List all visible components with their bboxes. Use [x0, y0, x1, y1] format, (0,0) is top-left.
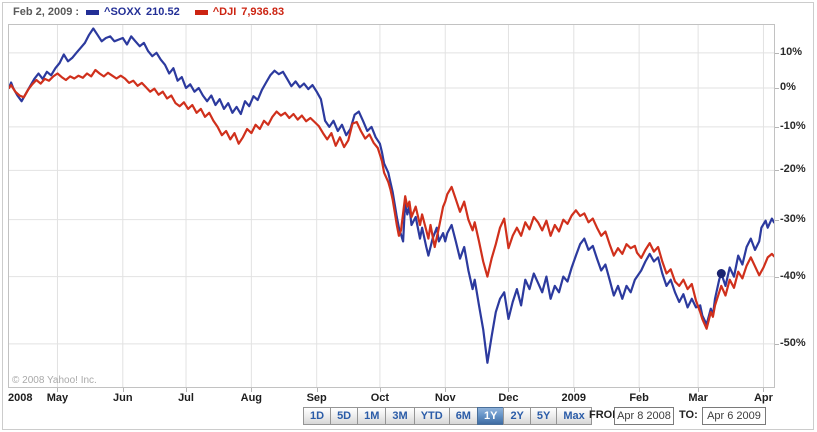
price-chart-plot[interactable]	[8, 24, 775, 388]
x-axis-tick	[379, 388, 381, 392]
x-axis-label-jul: Jul	[178, 392, 194, 404]
copyright-notice: © 2008 Yahoo! Inc.	[12, 375, 97, 386]
x-axis-tick	[508, 388, 510, 392]
y-axis-tick	[775, 343, 779, 345]
range-button-5d[interactable]: 5D	[330, 407, 359, 425]
x-axis-tick	[251, 388, 253, 392]
x-axis-label-feb: Feb	[629, 392, 649, 404]
y-axis-label-0: 0%	[780, 81, 796, 93]
legend-dji-value: 7,936.83	[241, 6, 285, 18]
x-axis-label-mar: Mar	[688, 392, 708, 404]
x-axis-tick	[763, 388, 765, 392]
soxx-color-swatch-icon	[86, 9, 100, 15]
x-axis-label-2009: 2009	[561, 392, 587, 404]
y-axis-tick	[775, 170, 779, 172]
from-date-input[interactable]	[614, 407, 674, 425]
soxx-line-series	[9, 27, 774, 364]
x-axis-label-apr: Apr	[753, 392, 773, 404]
to-date-input[interactable]	[702, 407, 766, 425]
y-axis-label--10: -10%	[780, 119, 806, 132]
y-axis-label--40: -40%	[780, 269, 806, 282]
range-button-bar: 1D 5D 1M 3M YTD 6M 1Y 2Y 5Y Max	[303, 407, 592, 425]
x-axis-tick	[698, 388, 700, 392]
y-axis-label-10: 10%	[780, 45, 803, 58]
y-axis-tick	[775, 276, 779, 278]
x-axis-label-jun: Jun	[113, 392, 133, 404]
legend-soxx-value: 210.52	[146, 6, 180, 18]
price-chart-svg	[9, 25, 774, 387]
x-axis-tick	[57, 388, 59, 392]
y-axis-tick	[775, 88, 779, 89]
hover-marker-dot	[716, 269, 726, 279]
x-axis-tick	[445, 388, 447, 392]
to-label: TO:	[679, 409, 698, 421]
range-button-5y[interactable]: 5Y	[529, 407, 558, 425]
y-axis-tick	[775, 52, 779, 54]
x-axis-label-nov: Nov	[434, 392, 456, 404]
range-button-6m[interactable]: 6M	[448, 407, 478, 425]
range-button-max[interactable]: Max	[556, 407, 592, 425]
legend-date: Feb 2, 2009 :	[13, 6, 80, 18]
y-axis-label--20: -20%	[780, 163, 806, 176]
range-button-1m[interactable]: 1M	[357, 407, 387, 425]
dji-line-series	[9, 68, 774, 330]
x-axis-label-dec: Dec	[498, 392, 519, 404]
x-axis-tick	[316, 388, 318, 392]
x-axis-tick	[573, 388, 575, 392]
x-axis-label-may: May	[46, 392, 69, 404]
y-axis-label--50: -50%	[780, 336, 806, 349]
x-axis-tick	[186, 388, 188, 392]
legend-soxx-symbol: ^SOXX	[104, 6, 142, 18]
x-axis-tick	[639, 388, 641, 392]
dji-color-swatch-icon	[194, 9, 208, 15]
range-button-1y[interactable]: 1Y	[476, 407, 505, 425]
range-button-1d[interactable]: 1D	[303, 407, 332, 425]
y-axis-label--30: -30%	[780, 212, 806, 225]
legend-dji-symbol: ^DJI	[212, 6, 237, 18]
x-axis-tick	[122, 388, 124, 392]
range-button-3m[interactable]: 3M	[385, 407, 415, 425]
range-button-2y[interactable]: 2Y	[503, 407, 531, 425]
y-axis-tick	[775, 219, 779, 221]
x-axis-label-sep: Sep	[306, 392, 327, 404]
x-axis-label-2008: 2008	[8, 392, 33, 404]
y-axis-tick	[775, 126, 779, 128]
x-axis-label-oct: Oct	[370, 392, 390, 404]
range-button-ytd[interactable]: YTD	[413, 407, 450, 425]
x-axis-label-aug: Aug	[240, 392, 263, 404]
chart-legend: Feb 2, 2009 : ^SOXX 210.52 ^DJI 7,936.83	[13, 4, 284, 20]
